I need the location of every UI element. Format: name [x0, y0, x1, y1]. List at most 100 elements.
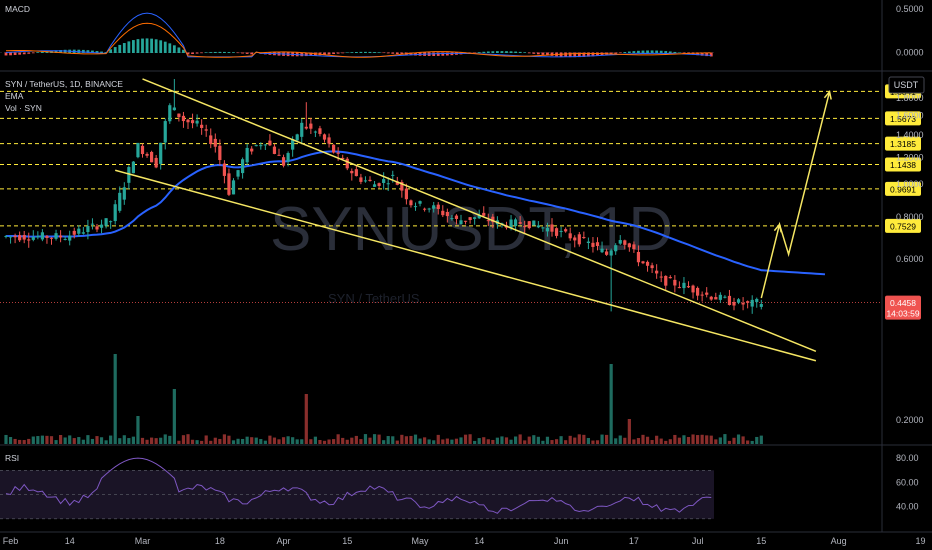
currency-button[interactable]: USDT: [894, 80, 919, 90]
volume-bar-69: [318, 440, 322, 444]
macd-hist-bar-96: [441, 52, 445, 56]
macd-hist-bar-138: [632, 51, 636, 53]
volume-bar-144: [659, 438, 663, 444]
candle-body-163: [746, 301, 750, 303]
macd-hist-bar-67: [309, 52, 313, 56]
price-tick-0: 1.8000: [896, 93, 924, 103]
candle-body-67: [309, 123, 313, 129]
volume-legend[interactable]: Vol · SYN: [5, 103, 42, 113]
volume-bar-28: [131, 436, 135, 444]
macd-hist-bar-145: [664, 51, 668, 53]
volume-bar-52: [241, 438, 245, 444]
candle-body-45: [209, 135, 213, 145]
candle-body-62: [286, 153, 290, 162]
candle-body-146: [668, 277, 672, 279]
macd-hist-bar-124: [568, 52, 572, 58]
volume-bar-100: [459, 437, 463, 444]
macd-hist-bar-146: [668, 51, 672, 53]
candle-body-31: [145, 153, 149, 156]
candle-body-44: [204, 129, 208, 131]
candle-body-16: [77, 228, 81, 234]
candle-body-24: [113, 204, 117, 222]
volume-bar-5: [27, 438, 31, 444]
candle-body-54: [250, 148, 254, 152]
volume-bar-2: [13, 438, 17, 444]
candle-body-105: [482, 212, 486, 216]
macd-hist-bar-6: [31, 52, 35, 54]
volume-bar-61: [281, 437, 286, 444]
macd-hist-bar-112: [514, 51, 517, 53]
volume-bar-75: [345, 439, 349, 444]
volume-bar-64: [295, 439, 299, 444]
candle-body-34: [159, 142, 163, 164]
candle-body-102: [468, 217, 472, 221]
volume-bar-143: [655, 435, 659, 444]
macd-hist-bar-52: [241, 52, 244, 54]
macd-hist-bar-32: [150, 38, 153, 53]
macd-hist-bar-73: [336, 52, 340, 54]
level-tag-2: 1.3185: [890, 139, 916, 149]
candle-body-156: [714, 297, 718, 300]
volume-bar-150: [686, 436, 691, 444]
macd-pane[interactable]: [0, 12, 714, 58]
candle-body-131: [600, 248, 604, 253]
candle-body-79: [363, 180, 368, 182]
candle-body-61: [281, 157, 286, 166]
currency-button-bg[interactable]: [888, 76, 925, 94]
candle-body-142: [650, 265, 654, 269]
volume-bar-127: [582, 434, 586, 444]
macd-hist-bar-36: [168, 43, 172, 53]
volume-bar-63: [291, 437, 295, 444]
volume-bar-139: [636, 438, 641, 444]
volume-bar-66: [304, 394, 308, 444]
rsi-pane[interactable]: [0, 457, 714, 520]
price-pane[interactable]: 1.88411.56731.31851.14380.96910.75290.44…: [0, 78, 921, 444]
candle-body-52: [241, 159, 245, 174]
volume-bar-137: [627, 419, 631, 444]
trendline-lower[interactable]: [115, 169, 817, 362]
projection-path[interactable]: [760, 91, 831, 299]
macd-hist-bar-85: [391, 52, 395, 54]
time-tick-0: Feb: [3, 536, 19, 546]
volume-bar-165: [755, 436, 759, 444]
macd-hist-bar-106: [486, 51, 490, 53]
macd-hist-bar-18: [86, 50, 90, 53]
macd-hist-bar-113: [518, 51, 522, 53]
macd-hist-bar-104: [477, 52, 481, 53]
macd-hist-bar-140: [641, 50, 645, 53]
volume-bar-121: [554, 439, 559, 444]
macd-hist-bar-50: [232, 52, 235, 53]
candle-body-22: [104, 218, 108, 226]
volume-bar-23: [109, 435, 113, 444]
volume-bar-71: [327, 439, 331, 444]
candle-body-93: [427, 208, 431, 210]
volume-bar-8: [40, 435, 44, 444]
macd-hist-bar-74: [341, 52, 345, 54]
candle-body-57: [263, 144, 267, 146]
candle-body-144: [659, 276, 663, 278]
volume-bar-45: [209, 440, 213, 444]
ema-legend[interactable]: EMA: [5, 91, 24, 101]
time-tick-11: 15: [756, 536, 766, 546]
candle-body-152: [696, 287, 700, 296]
volume-bar-77: [354, 435, 358, 444]
macd-hist-bar-37: [172, 45, 176, 53]
candle-body-143: [655, 270, 659, 274]
candle-body-66: [304, 126, 308, 129]
volume-bar-14: [68, 435, 72, 444]
volume-bar-87: [400, 434, 404, 444]
candle-body-90: [413, 206, 418, 208]
candle-body-55: [254, 145, 258, 147]
volume-bar-155: [709, 435, 713, 444]
candle-body-70: [322, 134, 327, 140]
candle-body-46: [213, 138, 217, 147]
trendline-upper[interactable]: [142, 78, 817, 352]
volume-bar-19: [90, 438, 95, 444]
volume-bar-94: [432, 440, 436, 444]
volume-bar-48: [222, 434, 226, 444]
macd-hist-bar-0: [4, 52, 8, 56]
candle-body-159: [727, 295, 732, 306]
macd-hist-bar-5: [27, 52, 31, 54]
macd-hist-bar-86: [395, 52, 399, 55]
